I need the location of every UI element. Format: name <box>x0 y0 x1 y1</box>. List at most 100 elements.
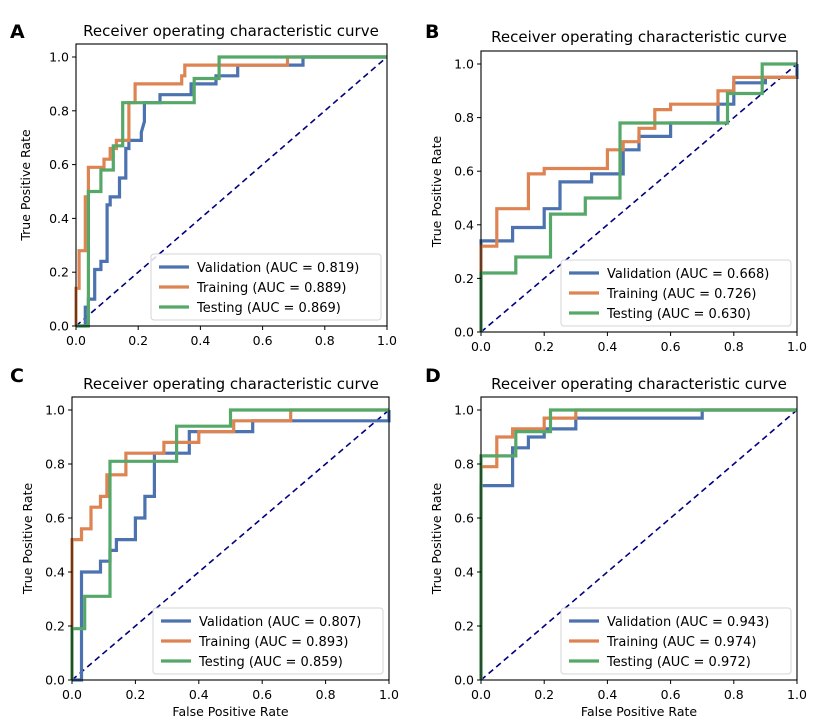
panel-d: D Receiver operating characteristic curve… <box>425 365 807 719</box>
legend-box <box>150 253 382 321</box>
y-tick-label: 0.0 <box>454 325 474 340</box>
roc-line-testing <box>76 55 387 328</box>
x-tick-label: 0.0 <box>66 333 86 348</box>
x-tick-label: 0.2 <box>125 687 145 702</box>
x-tick-label: 0.8 <box>724 339 744 354</box>
legend-box <box>560 259 792 327</box>
x-tick-label: 0.6 <box>661 687 681 702</box>
y-tick-label: 0.6 <box>45 511 65 526</box>
x-tick-label: 0.6 <box>252 687 272 702</box>
panel-letter: D <box>425 365 441 387</box>
x-tick-label: 1.0 <box>379 687 399 702</box>
x-tick-label: 0.4 <box>190 333 210 348</box>
legend-label-validation: Validation (AUC = 0.819) <box>197 261 359 276</box>
roc-line-training <box>479 75 797 332</box>
y-tick-label: 0.6 <box>454 164 474 179</box>
y-tick-label: 0.4 <box>45 565 65 580</box>
y-axis-label: True Positive Rate <box>20 483 35 596</box>
legend-label-validation: Validation (AUC = 0.943) <box>607 615 769 630</box>
legend: Validation (AUC = 0.943) Training (AUC = … <box>560 607 792 675</box>
y-tick-label: 1.0 <box>454 57 474 72</box>
chance-diagonal-line <box>480 63 798 333</box>
x-tick-label: 1.0 <box>787 687 807 702</box>
panel-letter: A <box>10 21 25 43</box>
y-tick-label: 0.4 <box>454 217 474 232</box>
roc-line-training <box>479 408 797 680</box>
y-tick-label: 1.0 <box>45 403 65 418</box>
x-tick-label: 1.0 <box>377 333 397 348</box>
axes-frame <box>480 396 798 681</box>
chart-title: Receiver operating characteristic curve <box>83 22 379 40</box>
y-axis-label: True Positive Rate <box>18 129 33 242</box>
y-tick-label: 0.8 <box>454 110 474 125</box>
y-tick-label: 0.2 <box>45 619 65 634</box>
axes-frame <box>75 43 388 327</box>
legend-label-training: Training (AUC = 0.726) <box>606 287 756 302</box>
x-axis-label: False Positive Rate <box>581 704 697 719</box>
y-tick-label: 0.4 <box>454 565 474 580</box>
x-tick-label: 0.4 <box>189 687 209 702</box>
y-tick-label: 0.2 <box>49 265 69 280</box>
roc-line-validation <box>479 408 797 680</box>
legend-label-validation: Validation (AUC = 0.668) <box>607 267 769 282</box>
axes-frame <box>71 396 390 681</box>
x-tick-label: 0.8 <box>724 687 744 702</box>
y-tick-label: 0.2 <box>454 271 474 286</box>
legend-label-testing: Testing (AUC = 0.869) <box>196 301 341 316</box>
legend-label-testing: Testing (AUC = 0.972) <box>606 655 751 670</box>
panel-letter: B <box>425 21 439 43</box>
y-tick-label: 0.8 <box>454 457 474 472</box>
y-tick-label: 0.2 <box>454 619 474 634</box>
y-tick-label: 0.6 <box>454 511 474 526</box>
roc-line-testing <box>70 408 389 680</box>
legend: Validation (AUC = 0.807) Training (AUC = … <box>152 607 384 675</box>
chance-diagonal-line <box>75 56 388 327</box>
panel-a: A Receiver operating characteristic curve… <box>10 21 397 348</box>
y-tick-label: 0.8 <box>49 103 69 118</box>
legend: Validation (AUC = 0.668) Training (AUC = … <box>560 259 792 327</box>
chart-title: Receiver operating characteristic curve <box>491 375 787 393</box>
panel-b: B Receiver operating characteristic curve… <box>425 21 807 354</box>
y-tick-label: 0.6 <box>49 157 69 172</box>
y-tick-label: 0.8 <box>45 457 65 472</box>
y-axis-label: True Positive Rate <box>429 483 444 596</box>
legend-label-testing: Testing (AUC = 0.859) <box>198 655 343 670</box>
x-tick-label: 1.0 <box>787 339 807 354</box>
legend-label-validation: Validation (AUC = 0.807) <box>199 615 361 630</box>
roc-line-training <box>70 408 389 680</box>
y-tick-label: 0.4 <box>49 211 69 226</box>
legend: Validation (AUC = 0.819) Training (AUC = … <box>150 253 382 321</box>
legend-label-training: Training (AUC = 0.893) <box>198 635 348 650</box>
chart-title: Receiver operating characteristic curve <box>83 375 379 393</box>
panel-c: C Receiver operating characteristic curve… <box>10 365 399 719</box>
x-axis-label: False Positive Rate <box>172 704 288 719</box>
roc-line-training <box>74 55 387 326</box>
roc-line-validation <box>479 64 799 332</box>
chart-title: Receiver operating characteristic curve <box>491 28 787 46</box>
legend-label-testing: Testing (AUC = 0.630) <box>606 307 751 322</box>
x-tick-label: 0.8 <box>316 687 336 702</box>
y-tick-label: 0.0 <box>454 673 474 688</box>
y-axis-label: True Positive Rate <box>429 136 444 249</box>
y-tick-label: 1.0 <box>454 403 474 418</box>
axes-frame <box>480 50 798 333</box>
y-tick-label: 1.0 <box>49 50 69 65</box>
legend-label-training: Training (AUC = 0.974) <box>606 635 756 650</box>
legend-box <box>152 607 384 675</box>
roc-line-testing <box>479 62 797 332</box>
x-tick-label: 0.4 <box>597 687 617 702</box>
y-tick-label: 0.0 <box>49 319 69 334</box>
x-tick-label: 0.4 <box>597 339 617 354</box>
x-tick-label: 0.8 <box>315 333 335 348</box>
panel-letter: C <box>10 365 24 387</box>
x-tick-label: 0.2 <box>534 687 554 702</box>
x-tick-label: 0.6 <box>253 333 273 348</box>
x-tick-label: 0.0 <box>471 339 491 354</box>
x-tick-label: 0.2 <box>534 339 554 354</box>
legend-label-training: Training (AUC = 0.889) <box>196 281 346 296</box>
y-tick-label: 0.0 <box>45 673 65 688</box>
legend-box <box>560 607 792 675</box>
x-tick-label: 0.2 <box>128 333 148 348</box>
x-tick-label: 0.6 <box>661 339 681 354</box>
